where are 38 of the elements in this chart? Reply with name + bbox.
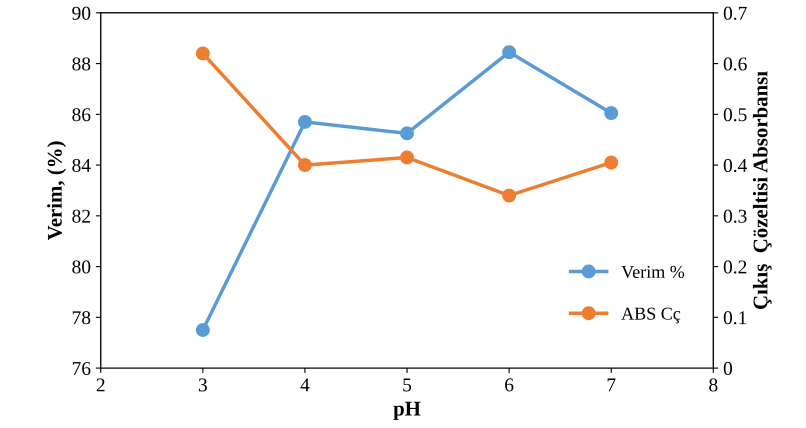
point — [298, 115, 312, 129]
x-tick-label: 2 — [96, 378, 105, 392]
point — [502, 188, 516, 202]
y-tick-label: 82 — [72, 210, 90, 223]
y2-tick-label: 0.3 — [724, 210, 747, 223]
x-tick-label: 4 — [300, 378, 310, 392]
x-tick-label: 7 — [608, 378, 616, 392]
y2-tick-label: 0.2 — [724, 260, 746, 274]
point — [604, 106, 618, 120]
y-axis-title: Verim, (%) — [47, 141, 66, 240]
y-tick-label: 80 — [72, 260, 90, 274]
point — [196, 323, 210, 337]
point — [604, 156, 618, 170]
legend-label: ABS Cç — [621, 308, 680, 324]
x-tick-label: 6 — [505, 378, 514, 392]
y2-tick-label: 0.1 — [724, 311, 746, 324]
legend-label: Verim % — [621, 266, 684, 278]
point — [298, 158, 312, 172]
point — [400, 126, 414, 140]
y-tick-label: 84 — [72, 158, 91, 172]
y2-tick-label: 0 — [724, 362, 732, 376]
y-tick-label: 90 — [72, 6, 90, 20]
y-tick-label: 88 — [72, 57, 90, 71]
x-tick-label: 5 — [403, 378, 412, 392]
point — [196, 46, 210, 60]
y2-tick-label: 0.4 — [724, 158, 748, 172]
y2-tick-label: 0.7 — [724, 6, 747, 20]
y-tick-label: 86 — [72, 108, 90, 122]
y-tick-label: 76 — [72, 362, 90, 376]
point — [400, 150, 414, 164]
y2-tick-label: 0.6 — [724, 57, 747, 71]
y2-tick-label: 0.5 — [724, 108, 747, 122]
x-tick-label: 3 — [198, 378, 207, 392]
x-tick-label: 8 — [709, 378, 718, 392]
x-axis-title: pH — [393, 402, 421, 420]
y2-axis-title: Çıkış Çözeltisi Absorbansı — [752, 71, 772, 309]
point — [502, 45, 516, 60]
y-tick-label: 78 — [72, 311, 90, 324]
